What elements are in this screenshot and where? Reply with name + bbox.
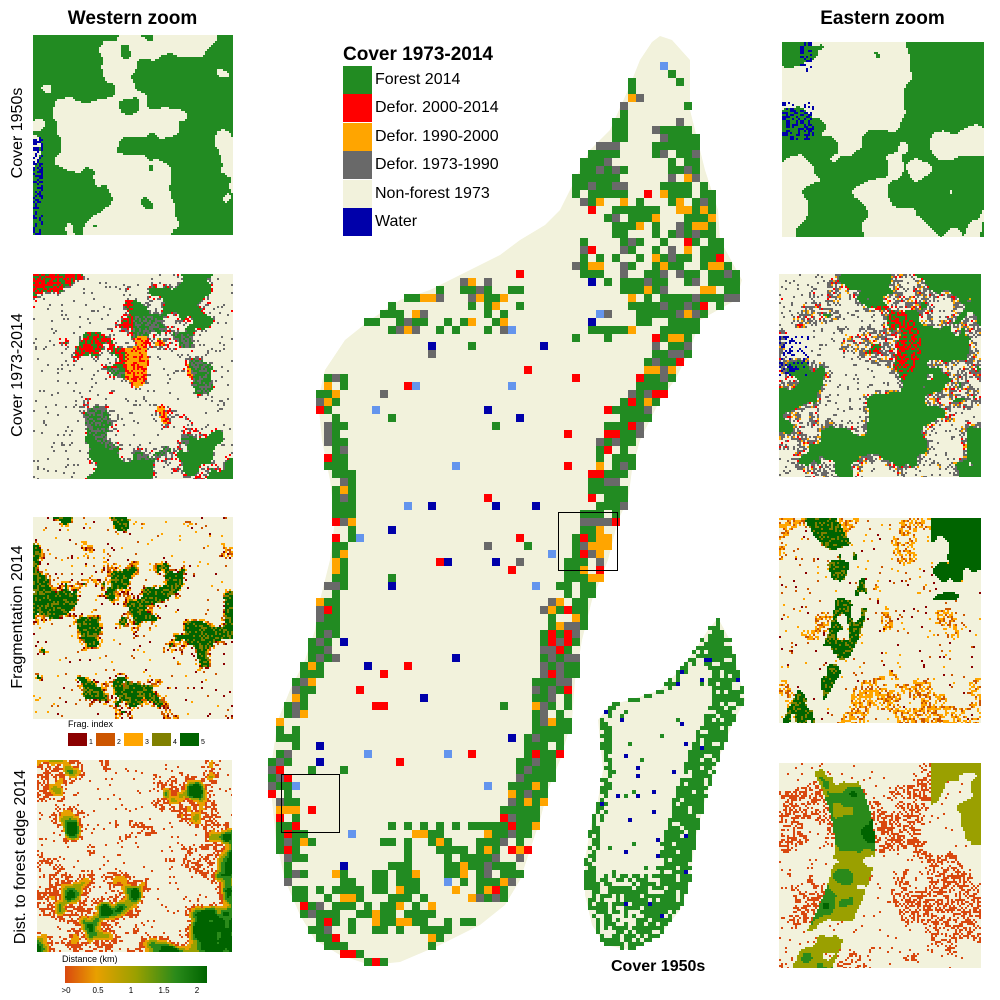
legend-item-defor-1990-2000: Defor. 1990-2000 [343,123,499,151]
legend-item-defor-2000-2014: Defor. 2000-2014 [343,94,499,122]
frag-label: 4 [173,739,177,746]
distance-legend: Distance (km) >0 0.5 1 1.5 2 [60,954,220,998]
legend-item-defor-1973-1990: Defor. 1973-1990 [343,151,499,179]
frag-legend-title: Frag. index [68,719,114,729]
frag-swatch [124,733,143,746]
legend-swatch [343,151,372,179]
distance-tick: 1.5 [158,986,170,995]
legend-label: Defor. 1973-1990 [375,156,499,173]
frag-label: 5 [201,739,205,746]
frag-legend-item-2: 2 [96,733,121,746]
legend-item-forest-2014: Forest 2014 [343,66,460,94]
frag-swatch [96,733,115,746]
frag-swatch [68,733,87,746]
distance-tick: >0 [61,986,71,995]
legend-label: Water [375,213,418,230]
legend-swatch [343,180,372,208]
frag-legend-item-1: 1 [68,733,93,746]
legend-item-non-forest-1973: Non-forest 1973 [343,180,490,208]
legend-label: Forest 2014 [375,71,461,88]
distance-tick: 0.5 [92,986,104,995]
distance-colorbar [65,966,207,983]
frag-legend-item-5: 5 [180,733,205,746]
frag-legend-item-3: 3 [124,733,149,746]
legend-swatch [343,94,372,122]
fragmentation-legend: Frag. index 1 2 3 4 5 [66,719,216,751]
legend-label: Defor. 2000-2014 [375,99,499,116]
distance-tick: 2 [194,986,200,995]
distance-legend-title: Distance (km) [62,954,118,964]
legend-swatch [343,123,372,151]
legend-label: Defor. 1990-2000 [375,128,499,145]
legend-item-water: Water [343,208,417,236]
main-legend: Cover 1973-2014 Forest 2014 Defor. 2000-… [343,44,543,244]
frag-label: 2 [117,739,121,746]
frag-label: 3 [145,739,149,746]
western-zoom-box [281,774,340,833]
eastern-zoom-box [558,512,618,571]
frag-label: 1 [89,739,93,746]
legend-swatch [343,66,372,94]
legend-label: Non-forest 1973 [375,185,490,202]
frag-legend-item-4: 4 [152,733,177,746]
legend-swatch [343,208,372,236]
cover-1950s-inset-title: Cover 1950s [611,958,706,975]
distance-tick: 1 [128,986,134,995]
frag-swatch [152,733,171,746]
frag-swatch [180,733,199,746]
main-legend-title: Cover 1973-2014 [343,44,493,65]
